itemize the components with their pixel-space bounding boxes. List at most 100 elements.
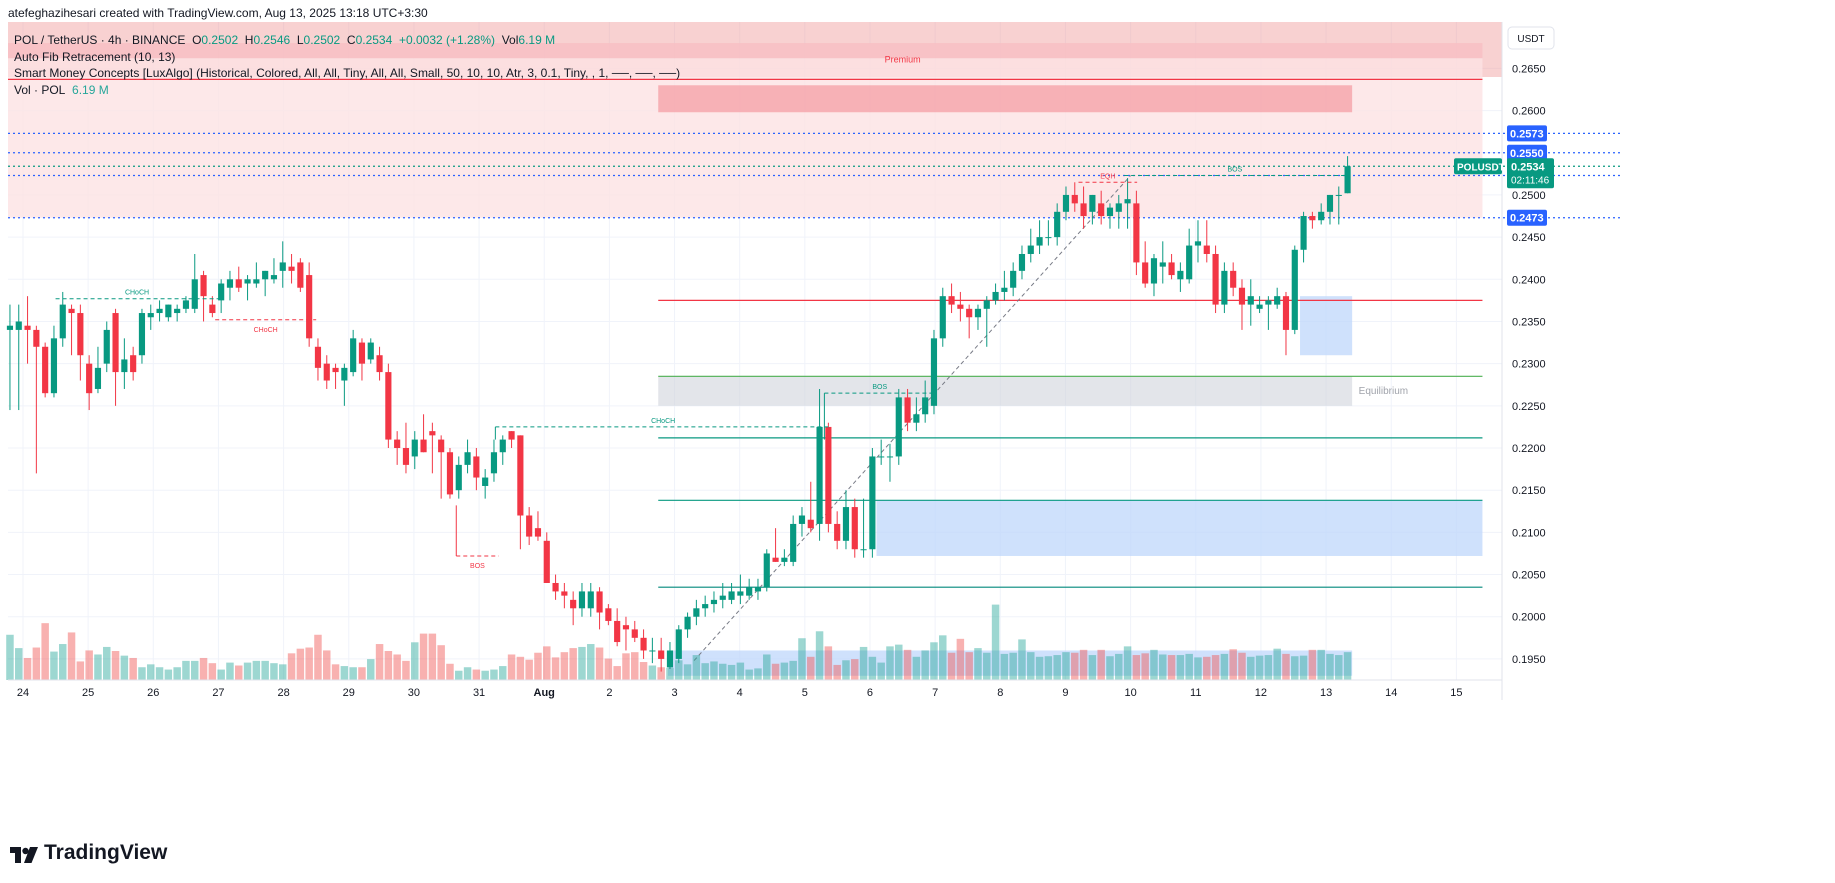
time-tick-label: 11 xyxy=(1190,687,1201,699)
volume-bar xyxy=(358,667,366,680)
volume-bar xyxy=(1079,649,1088,680)
candle-body xyxy=(156,308,163,314)
candle-body xyxy=(68,308,75,314)
volume-bar xyxy=(428,633,437,680)
candle-body xyxy=(957,304,964,309)
price-tag-box xyxy=(1507,209,1547,226)
volume-bar xyxy=(1326,653,1334,680)
change-value: +0.0032 (+1.28%) xyxy=(398,33,496,47)
volume-bar xyxy=(226,662,234,680)
volume-bar xyxy=(912,656,921,680)
volume-bar xyxy=(974,648,982,680)
volume-bar xyxy=(23,657,32,680)
indicator-smc[interactable]: Smart Money Concepts [LuxAlgo] (Historic… xyxy=(14,66,681,80)
volume-bar xyxy=(67,632,76,680)
candle-body xyxy=(138,313,146,356)
symbol-description[interactable]: POL / TetherUS · 4h · BINANCE xyxy=(14,33,186,47)
volume-bar xyxy=(270,663,278,680)
price-tick-label: 0.2250 xyxy=(1512,401,1546,413)
volume-bar xyxy=(956,638,965,680)
volume-bar xyxy=(736,662,745,680)
candle-body xyxy=(517,435,524,516)
candle-body xyxy=(1071,194,1078,204)
candle-body xyxy=(605,608,612,621)
close-label: C xyxy=(346,33,356,47)
time-tick-label: 9 xyxy=(1062,687,1068,699)
currency-label: USDT xyxy=(1517,34,1544,45)
tradingview-logo[interactable]: TradingView xyxy=(10,841,167,865)
indicator-volume[interactable]: Vol · POL 6.19 M xyxy=(14,82,680,99)
time-tick-label: 8 xyxy=(997,687,1003,699)
structure-label-bos_3: BOS xyxy=(1227,167,1242,174)
candle-body xyxy=(262,270,269,280)
candle-body xyxy=(50,338,58,394)
ohlc-row: POL / TetherUS · 4h · BINANCE O0.2502 H0… xyxy=(14,32,680,49)
candle-body xyxy=(341,367,348,381)
candle-body xyxy=(174,308,181,314)
volume-bar xyxy=(164,669,173,680)
candle-body xyxy=(1001,287,1008,292)
tradingview-logo-icon xyxy=(10,845,38,863)
volume-bar xyxy=(1343,652,1352,680)
volume-bar xyxy=(1282,653,1290,680)
volume-bar xyxy=(384,651,393,680)
volume-bar xyxy=(675,660,683,680)
volume-bar xyxy=(331,664,340,680)
volume-bar xyxy=(1273,648,1281,680)
candle-body xyxy=(165,304,172,318)
candle-body xyxy=(1221,270,1228,305)
candle-body xyxy=(737,591,744,596)
candle-body xyxy=(1274,296,1281,305)
time-tick-label: 6 xyxy=(867,687,873,699)
candle-body xyxy=(1212,253,1219,305)
candle-body xyxy=(1124,199,1131,204)
price-tick-label: 0.2150 xyxy=(1512,485,1546,497)
candle-body xyxy=(710,599,718,605)
volume-bar xyxy=(367,659,375,680)
candle-body xyxy=(420,439,427,453)
price-tag-box xyxy=(1507,125,1547,142)
volume-bar xyxy=(208,663,217,680)
candle-body xyxy=(1115,203,1122,212)
volume-bar xyxy=(604,658,613,680)
candle-body xyxy=(1256,304,1263,309)
volume-bar xyxy=(789,660,797,680)
candle-body xyxy=(499,439,506,453)
zone-demand xyxy=(1300,296,1353,356)
volume-bar xyxy=(701,663,709,680)
close-value: 0.2534 xyxy=(355,33,393,47)
price-tick-label: 0.2200 xyxy=(1512,443,1546,455)
volume-bar xyxy=(32,647,41,680)
candle-body xyxy=(728,591,735,600)
volume-bar xyxy=(129,657,137,680)
volume-bar xyxy=(138,667,146,680)
candle-body xyxy=(455,464,462,491)
volume-bar xyxy=(1291,656,1299,680)
candle-body xyxy=(385,372,392,440)
candle-body xyxy=(112,313,119,373)
volume-bar xyxy=(1194,657,1202,680)
time-tick-label: 26 xyxy=(147,687,159,699)
time-tick-label: 30 xyxy=(408,687,420,699)
volume-bar xyxy=(349,667,357,680)
candle-body xyxy=(1282,296,1290,330)
indicator-fib[interactable]: Auto Fib Retracement (10, 13) xyxy=(14,49,176,64)
candle-body xyxy=(1230,270,1237,288)
price-tick-label: 0.2450 xyxy=(1512,232,1546,244)
candle-body xyxy=(323,363,330,381)
volume-bar xyxy=(525,659,533,680)
chart-credit: atefeghazihesari created with TradingVie… xyxy=(8,6,428,20)
low-label: L xyxy=(296,33,304,47)
candle-body xyxy=(658,650,665,659)
candle-body xyxy=(895,397,902,457)
volume-bar xyxy=(323,650,331,680)
volume-bar xyxy=(499,666,507,680)
structure-label-eqh: EQH xyxy=(1100,173,1115,180)
candle-body xyxy=(130,355,137,373)
candle-body xyxy=(851,507,858,550)
volume-bar xyxy=(824,646,833,680)
premium-label: Premium xyxy=(885,54,921,64)
volume-bar xyxy=(1255,655,1264,680)
volume-bar xyxy=(1185,653,1193,680)
